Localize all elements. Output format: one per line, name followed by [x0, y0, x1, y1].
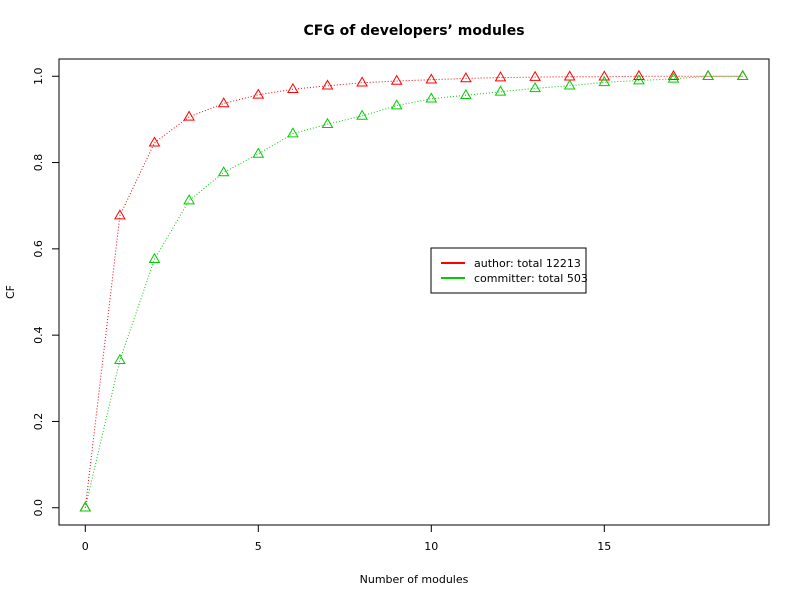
data-point	[494, 71, 507, 82]
y-tick-label: 0.6	[32, 240, 45, 258]
plot-frame	[58, 58, 770, 526]
y-tick-label: 1.0	[32, 68, 45, 86]
data-point	[252, 88, 265, 99]
y-axis: 0.0 0.2 0.4 0.6 0.8 1.0	[32, 68, 60, 516]
data-point	[494, 85, 507, 96]
series-layer	[79, 69, 749, 512]
data-point	[356, 76, 368, 87]
data-point	[529, 81, 541, 93]
data-point	[460, 88, 472, 100]
data-point	[390, 74, 403, 85]
series-0	[79, 69, 749, 512]
data-point	[183, 194, 195, 205]
data-point	[287, 127, 299, 138]
y-tick-label: 0.4	[32, 326, 45, 344]
data-point	[356, 109, 368, 120]
data-point	[460, 72, 472, 83]
y-tick-label: 0.8	[32, 154, 45, 172]
data-point	[217, 166, 230, 177]
series-1	[79, 69, 749, 512]
data-point	[252, 147, 265, 158]
data-point	[529, 70, 541, 81]
data-point	[667, 69, 680, 81]
data-point	[702, 69, 714, 81]
chart-title: CFG of developers’ modules	[303, 23, 524, 39]
data-point	[390, 99, 403, 110]
data-point	[598, 75, 611, 87]
x-tick-label: 15	[597, 540, 611, 553]
legend-label: author: total 12213	[474, 257, 581, 270]
legend-box	[430, 247, 587, 294]
data-point	[287, 82, 299, 93]
x-tick-label: 0	[82, 540, 89, 553]
y-tick-label: 0.2	[32, 413, 45, 431]
series-line	[84, 75, 743, 508]
data-point	[563, 70, 576, 81]
data-point	[736, 69, 749, 81]
data-point	[148, 136, 161, 147]
data-point	[425, 73, 438, 84]
data-point	[633, 74, 645, 85]
data-point	[563, 79, 576, 90]
data-point	[667, 72, 680, 83]
x-tick-label: 5	[255, 540, 262, 553]
data-point	[321, 117, 334, 128]
data-point	[79, 501, 92, 512]
data-point	[702, 69, 714, 81]
data-point	[736, 69, 749, 81]
data-point	[114, 353, 126, 364]
data-point	[217, 97, 230, 108]
data-point	[425, 92, 438, 103]
data-point	[321, 79, 334, 90]
data-point	[598, 70, 611, 81]
series-line	[84, 75, 743, 508]
x-tick-label: 10	[424, 540, 438, 553]
data-point	[183, 110, 195, 121]
y-axis-label: CF	[4, 285, 17, 299]
data-point	[114, 209, 126, 220]
data-point	[148, 252, 161, 263]
legend-label: committer: total 503	[474, 272, 588, 285]
x-axis-label: Number of modules	[360, 573, 469, 586]
data-point	[79, 501, 92, 512]
data-point	[633, 69, 645, 81]
legend: author: total 12213 committer: total 503	[430, 247, 588, 294]
x-axis: 0 5 10 15	[82, 524, 611, 553]
y-tick-label: 0.0	[32, 499, 45, 516]
